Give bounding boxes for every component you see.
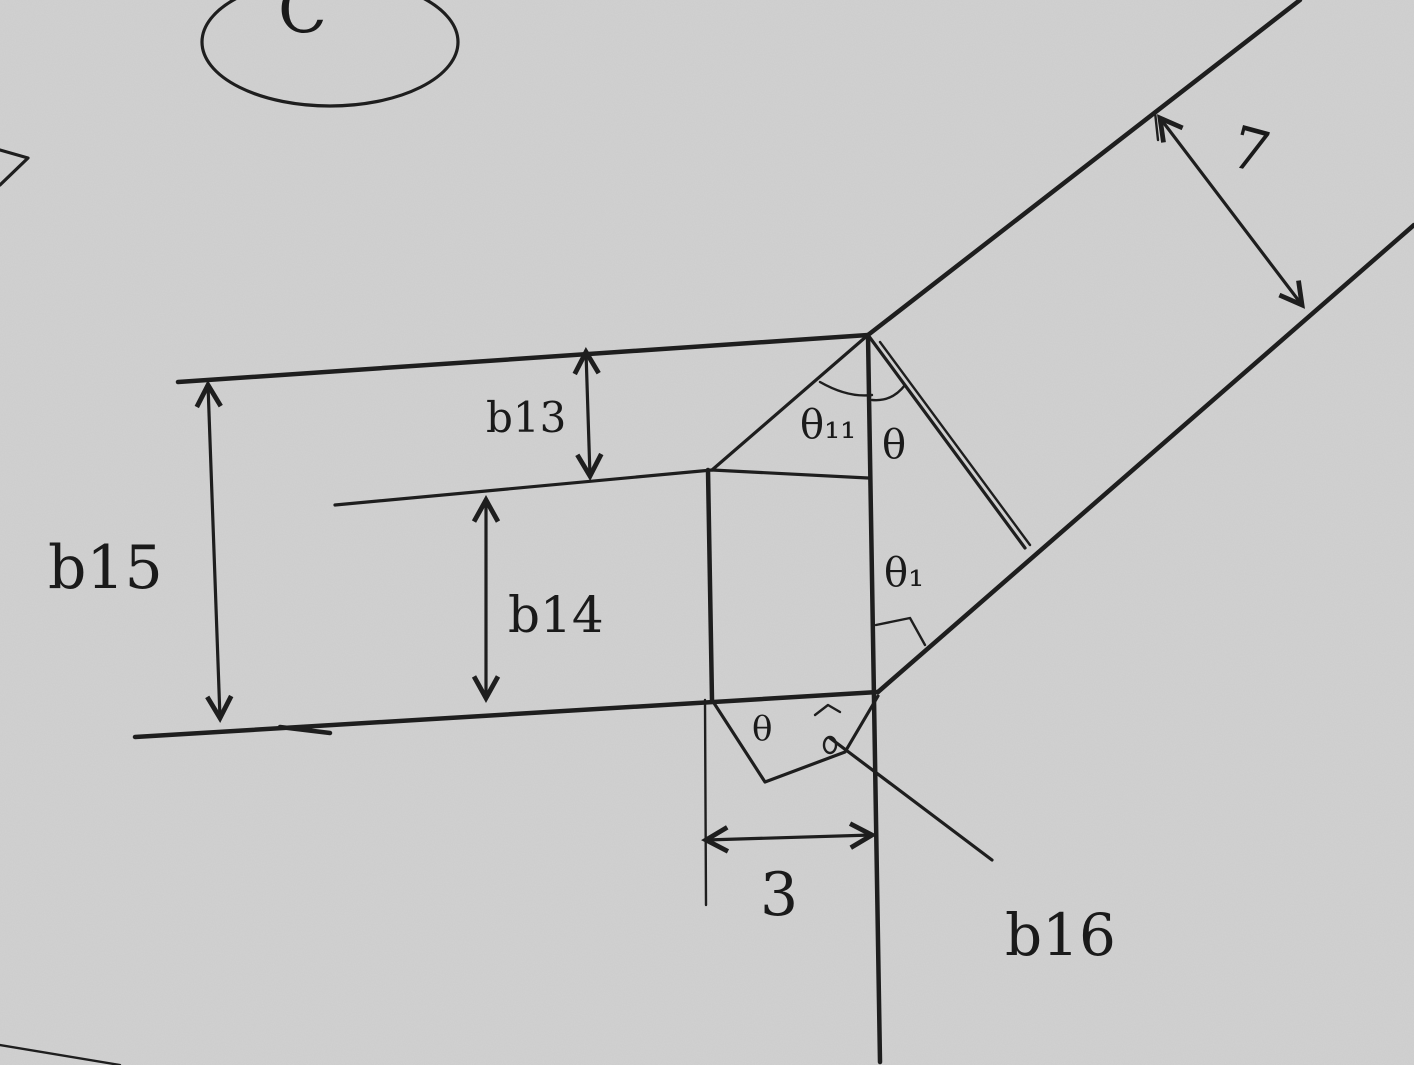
bottom-horizontal-line bbox=[132, 689, 881, 740]
top-horizontal-line bbox=[175, 332, 871, 385]
label-theta: θ bbox=[882, 422, 906, 468]
diagonal-upper-line bbox=[865, 0, 1303, 338]
perpendicular-line bbox=[866, 333, 1027, 550]
middle-horizontal-line bbox=[333, 468, 714, 507]
label-theta-lower: θ bbox=[752, 709, 772, 749]
label-b14: b14 bbox=[508, 586, 604, 644]
lower-triangle bbox=[710, 694, 880, 784]
right-angle-mark bbox=[874, 616, 927, 647]
dim7-arrow bbox=[1160, 118, 1302, 305]
inner-vertical-line bbox=[705, 467, 715, 703]
label-dim-3: 3 bbox=[760, 860, 798, 930]
dim3-extension bbox=[703, 698, 708, 907]
b15-arrow bbox=[208, 385, 220, 718]
diagonal-lower-line bbox=[875, 222, 1414, 695]
theta11-arc bbox=[818, 380, 874, 397]
label-theta11: θ₁₁ bbox=[800, 402, 856, 448]
circle-outline bbox=[200, 0, 460, 108]
label-b15: b15 bbox=[48, 533, 163, 603]
vertical-wall-line bbox=[865, 332, 883, 1065]
middle-horizontal-inner bbox=[710, 468, 870, 480]
corner-diagonal bbox=[710, 333, 870, 472]
b16-leader-line bbox=[828, 736, 994, 862]
label-theta1: θ₁ bbox=[884, 550, 924, 596]
label-b13: b13 bbox=[486, 393, 566, 442]
dim3-arrow bbox=[706, 835, 872, 840]
circle-letter: C bbox=[278, 0, 327, 48]
edge-mark bbox=[0, 148, 30, 187]
label-b16: b16 bbox=[1005, 901, 1116, 969]
b13-arrow bbox=[586, 352, 590, 476]
theta-arc bbox=[870, 383, 907, 402]
edge-line bbox=[0, 1043, 122, 1065]
